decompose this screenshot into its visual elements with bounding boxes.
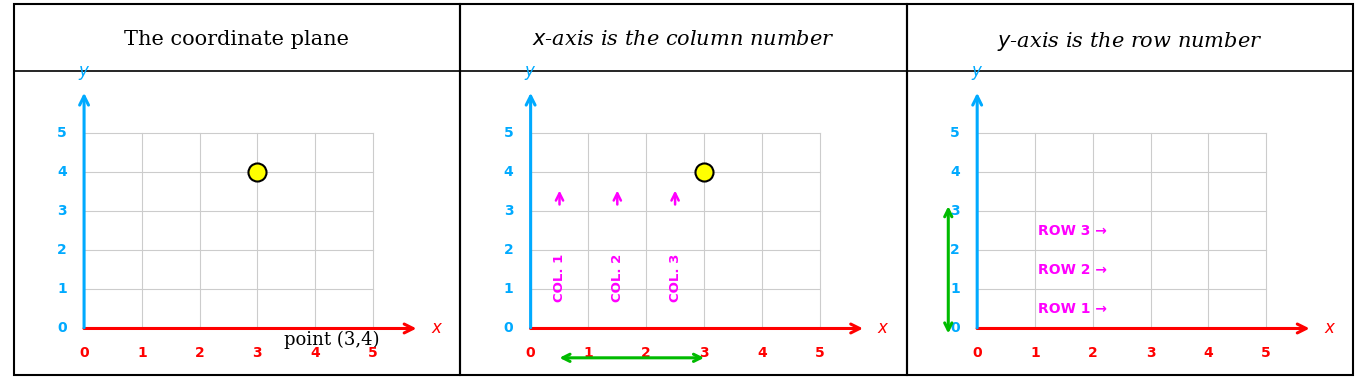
Text: The coordinate plane: The coordinate plane	[124, 30, 350, 49]
Text: point (3,4): point (3,4)	[284, 331, 380, 349]
Text: $y$-axis is the row number: $y$-axis is the row number	[998, 30, 1263, 53]
Text: $x$-axis is the column number: $x$-axis is the column number	[532, 30, 835, 49]
